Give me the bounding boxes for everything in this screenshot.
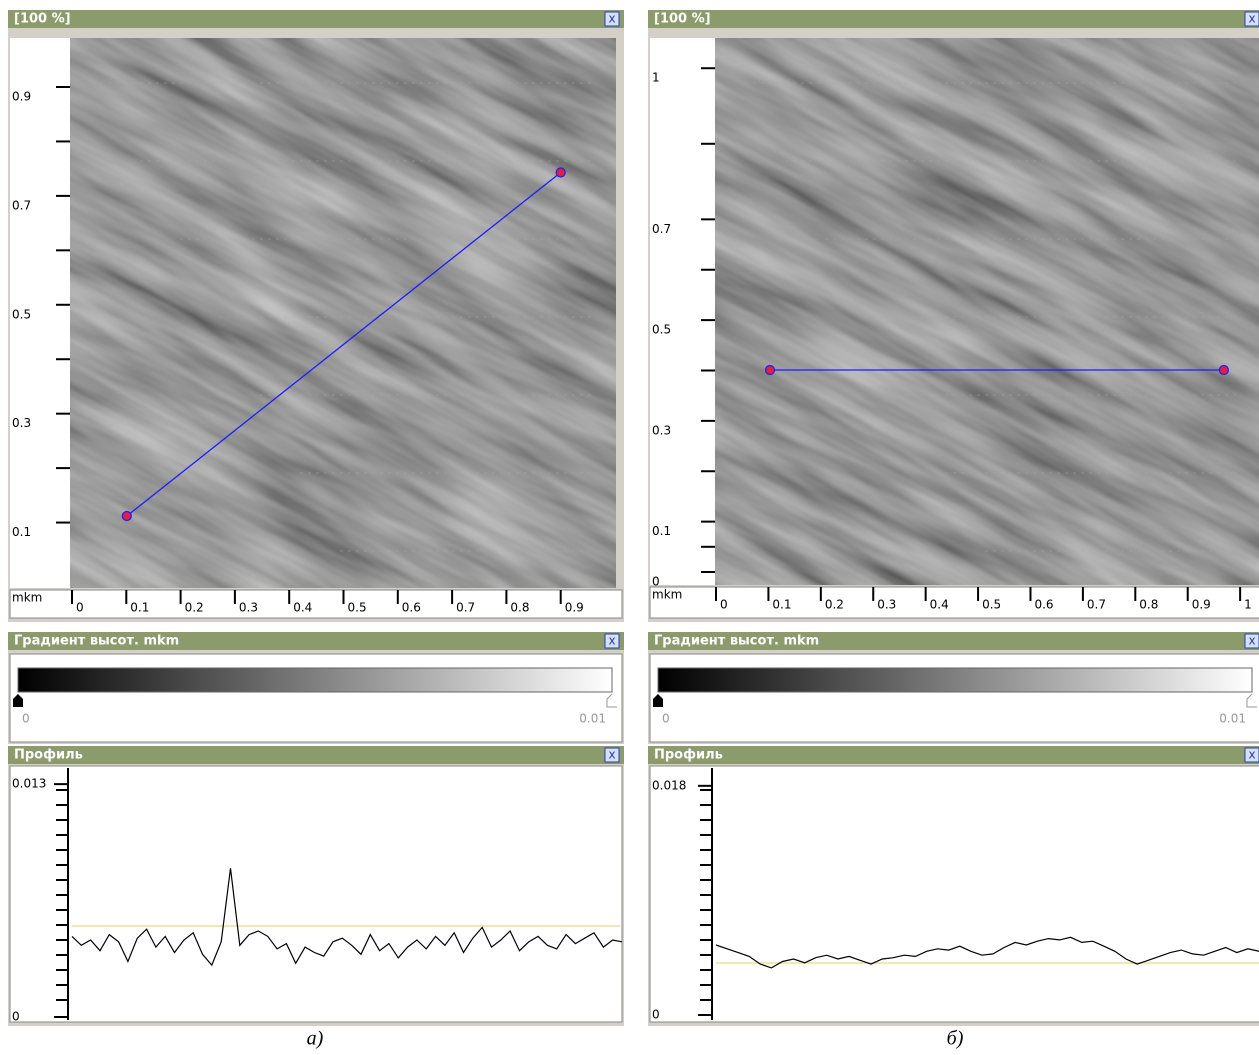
y-tick-label: 0.1 [652,524,671,538]
x-tick-label: 0.1 [772,598,791,612]
profile-y-tick-label: 0.013 [12,777,46,791]
axis-unit: mkm [652,588,682,602]
y-tick-label: 0.9 [12,90,31,104]
x-tick-label: 0.6 [402,601,421,615]
close-label: x [608,748,615,762]
x-tick-label: 0.8 [510,601,529,615]
profile-area [650,766,1259,1022]
gradient-bar [18,668,612,692]
x-tick-label: 0.9 [565,601,584,615]
title-text: Градиент высот. mkm [14,634,179,649]
y-tick-label: 0.5 [12,307,31,321]
x-tick-label: 0.7 [1087,598,1106,612]
gradient-bar [658,668,1252,692]
gradient-max-label: 0.01 [579,712,606,726]
x-tick-label: 0.9 [1192,598,1211,612]
x-tick-label: 0.4 [293,601,312,615]
y-tick-label: 0.1 [12,525,31,539]
title-text: [100 %] [14,12,71,27]
title-bar [8,746,624,764]
gradient-area [10,654,622,742]
close-label: x [1248,12,1255,26]
x-tick-label: 0.5 [982,598,1001,612]
line-endpoint[interactable] [765,365,774,374]
title-text: Градиент высот. mkm [654,634,819,649]
x-tick-label: 0.3 [877,598,896,612]
close-label: x [1248,634,1255,648]
x-tick-label: 0 [76,601,84,615]
x-axis-area [650,587,1259,618]
x-tick-label: 0.2 [825,598,844,612]
x-tick-label: 0.8 [1139,598,1158,612]
close-label: x [608,634,615,648]
y-tick-label: 0 [652,575,660,589]
line-endpoint[interactable] [122,512,131,521]
axis-unit: mkm [12,591,42,605]
y-tick-label: 0.5 [652,323,671,337]
x-tick-label: 0.5 [348,601,367,615]
title-text: Профиль [654,748,723,763]
y-tick-label: 0.7 [652,222,671,236]
title-bar [8,10,624,28]
y-axis-area [650,38,715,585]
profile-y-tick-label: 0 [652,1008,660,1022]
profile-y-tick-label: 0 [12,1010,20,1024]
x-tick-label: 0.6 [1034,598,1053,612]
x-tick-label: 0.3 [239,601,258,615]
close-label: x [1248,748,1255,762]
x-tick-label: 0.2 [185,601,204,615]
title-text: Профиль [14,748,83,763]
x-axis-area [10,590,622,618]
screenshot: [100 %] x 0.1 0.3 0.5 0.7 0.9 0 0.1 0.2 0.3 0.4 0.5 0… [0,0,1259,1055]
caption: a) [307,1028,324,1050]
gradient-min-label: 0 [22,712,30,726]
close-label: x [608,12,615,26]
title-bar [648,746,1259,764]
y-tick-label: 0.7 [12,198,31,212]
title-text: [100 %] [654,12,711,27]
profile-y-tick-label: 0.018 [652,778,686,792]
page: [100 %] x 0.1 0.3 0.5 0.7 0.9 0 0.1 0.2 0.3 0.4 0.5 0… [0,0,1259,1055]
x-tick-label: 0.7 [456,601,475,615]
gradient-max-label: 0.01 [1219,712,1246,726]
caption: б) [947,1028,964,1050]
x-tick-label: 0.4 [930,598,949,612]
y-tick-label: 1 [652,71,660,85]
y-tick-label: 0.3 [12,416,31,430]
line-endpoint[interactable] [1219,365,1228,374]
title-bar [648,10,1259,28]
x-tick-label: 0.1 [130,601,149,615]
gradient-min-label: 0 [662,712,670,726]
gradient-area [650,654,1259,742]
line-endpoint[interactable] [556,168,565,177]
profile-area [10,766,622,1022]
x-tick-label: 1 [1244,598,1252,612]
y-tick-label: 0.3 [652,423,671,437]
x-tick-label: 0 [720,598,728,612]
